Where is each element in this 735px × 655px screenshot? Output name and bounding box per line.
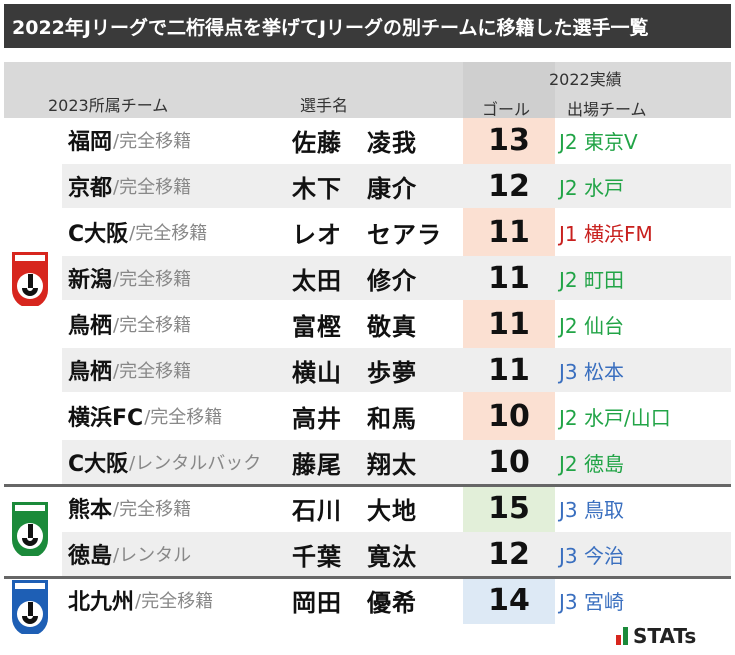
team-cell: 福岡/完全移籍 bbox=[68, 118, 191, 162]
stats-wordmark: STATs bbox=[633, 624, 697, 648]
transfer-type: /完全移籍 bbox=[113, 499, 192, 520]
transfer-type: /完全移籍 bbox=[113, 361, 192, 382]
player-name: 太田 修介 bbox=[292, 266, 417, 295]
goals-value: 13 bbox=[488, 122, 530, 158]
team-cell: C大阪/レンタルバック bbox=[68, 440, 261, 484]
table-row: 新潟/完全移籍 太田 修介 11 J2 町田 bbox=[62, 256, 731, 300]
played-club: J2 仙台 bbox=[559, 313, 624, 338]
team-cell: 鳥栖/完全移籍 bbox=[68, 302, 191, 346]
transfer-type: /完全移籍 bbox=[113, 131, 192, 152]
transfer-type: /完全移籍 bbox=[113, 269, 192, 290]
table-row: 徳島/レンタル 千葉 寛汰 12 J3 今治 bbox=[62, 532, 731, 576]
played-club: J3 松本 bbox=[559, 359, 624, 384]
group-divider-j1-j2 bbox=[4, 484, 731, 487]
header-goals: ゴール bbox=[482, 100, 531, 119]
team-name: C大阪 bbox=[68, 222, 129, 247]
goals-value: 12 bbox=[488, 536, 530, 572]
goals-value: 10 bbox=[488, 398, 530, 434]
team-name: 徳島 bbox=[68, 544, 113, 569]
played-club: J2 東京V bbox=[559, 129, 638, 154]
page-title: 2022年Jリーグで二桁得点を挙げてJリーグの別チームに移籍した選手一覧 bbox=[4, 4, 731, 48]
table-row: C大阪/レンタルバック 藤尾 翔太 10 J2 徳島 bbox=[62, 440, 731, 484]
player-name: 千葉 寛汰 bbox=[292, 542, 417, 571]
played-club: J3 鳥取 bbox=[559, 497, 624, 522]
header-player: 選手名 bbox=[300, 96, 349, 115]
team-cell: 横浜FC/完全移籍 bbox=[68, 394, 222, 438]
team-name: 福岡 bbox=[68, 130, 113, 155]
player-name: 横山 歩夢 bbox=[292, 358, 417, 387]
header-club: 出場チーム bbox=[567, 100, 647, 119]
goals-bg-j3 bbox=[463, 578, 555, 624]
played-club: J2 水戸 bbox=[559, 175, 624, 200]
player-name: 富樫 敬真 bbox=[292, 312, 417, 341]
team-cell: 新潟/完全移籍 bbox=[68, 256, 191, 300]
transfer-type: /完全移籍 bbox=[135, 591, 214, 612]
played-club: J2 徳島 bbox=[559, 451, 624, 476]
j3-league-emblem-icon bbox=[12, 580, 48, 634]
team-name: 熊本 bbox=[68, 498, 113, 523]
goals-value: 11 bbox=[488, 306, 530, 342]
team-cell: 徳島/レンタル bbox=[68, 532, 191, 576]
transfer-type: /完全移籍 bbox=[113, 315, 192, 336]
goals-value: 10 bbox=[488, 444, 530, 480]
table-row: 北九州/完全移籍 岡田 優希 14 J3 宮崎 bbox=[62, 578, 731, 622]
team-name: 京都 bbox=[68, 176, 113, 201]
transfer-type: /完全移籍 bbox=[144, 407, 223, 428]
table-row: 京都/完全移籍 木下 康介 12 J2 水戸 bbox=[62, 164, 731, 208]
header-team: 2023所属チーム bbox=[48, 96, 169, 115]
goals-value: 11 bbox=[488, 352, 530, 388]
goals-value: 11 bbox=[488, 260, 530, 296]
played-club: J2 水戸/山口 bbox=[559, 405, 671, 430]
goals-value: 15 bbox=[488, 490, 530, 526]
goals-value: 14 bbox=[488, 582, 530, 618]
team-cell: 熊本/完全移籍 bbox=[68, 486, 191, 530]
table-row: C大阪/完全移籍 レオ セアラ 11 J1 横浜FM bbox=[62, 210, 731, 254]
transfer-type: /完全移籍 bbox=[129, 223, 208, 244]
player-name: 岡田 優希 bbox=[292, 588, 417, 617]
team-cell: 鳥栖/完全移籍 bbox=[68, 348, 191, 392]
team-name: 鳥栖 bbox=[68, 314, 113, 339]
team-name: 新潟 bbox=[68, 268, 113, 293]
player-name: 木下 康介 bbox=[292, 174, 417, 203]
played-club: J2 町田 bbox=[559, 267, 624, 292]
player-name: 佐藤 凌我 bbox=[292, 128, 417, 157]
transfer-type: /レンタルバック bbox=[129, 453, 262, 474]
team-name: C大阪 bbox=[68, 452, 129, 477]
transfer-type: /レンタル bbox=[113, 545, 192, 566]
team-name: 北九州 bbox=[68, 590, 135, 615]
stats-logo: STATs bbox=[616, 624, 696, 648]
player-name: 石川 大地 bbox=[292, 496, 417, 525]
j2-league-emblem-icon bbox=[12, 502, 48, 556]
table-row: 鳥栖/完全移籍 富樫 敬真 11 J2 仙台 bbox=[62, 302, 731, 346]
goals-value: 12 bbox=[488, 168, 530, 204]
group-divider-j2-j3 bbox=[4, 576, 731, 579]
team-name: 鳥栖 bbox=[68, 360, 113, 385]
team-name: 横浜FC bbox=[68, 406, 144, 431]
team-cell: 北九州/完全移籍 bbox=[68, 578, 213, 622]
team-cell: C大阪/完全移籍 bbox=[68, 210, 207, 254]
player-name: 高井 和馬 bbox=[292, 404, 417, 433]
team-cell: 京都/完全移籍 bbox=[68, 164, 191, 208]
played-club: J3 宮崎 bbox=[559, 589, 624, 614]
player-name: レオ セアラ bbox=[292, 220, 442, 249]
played-club: J1 横浜FM bbox=[559, 221, 653, 246]
transfer-type: /完全移籍 bbox=[113, 177, 192, 198]
table-header: 2023所属チーム 選手名 2022実績 ゴール 出場チーム bbox=[4, 62, 731, 119]
table-row: 鳥栖/完全移籍 横山 歩夢 11 J3 松本 bbox=[62, 348, 731, 392]
record-header-bg bbox=[463, 62, 555, 118]
j1-league-emblem-icon bbox=[12, 252, 48, 306]
goals-value: 11 bbox=[488, 214, 530, 250]
played-club: J3 今治 bbox=[559, 543, 624, 568]
table-row: 横浜FC/完全移籍 高井 和馬 10 J2 水戸/山口 bbox=[62, 394, 731, 438]
player-name: 藤尾 翔太 bbox=[292, 450, 417, 479]
table-row: 熊本/完全移籍 石川 大地 15 J3 鳥取 bbox=[62, 486, 731, 530]
header-record-group: 2022実績 bbox=[549, 70, 622, 89]
table-row: 福岡/完全移籍 佐藤 凌我 13 J2 東京V bbox=[62, 118, 731, 162]
stats-mark-icon bbox=[616, 627, 628, 645]
